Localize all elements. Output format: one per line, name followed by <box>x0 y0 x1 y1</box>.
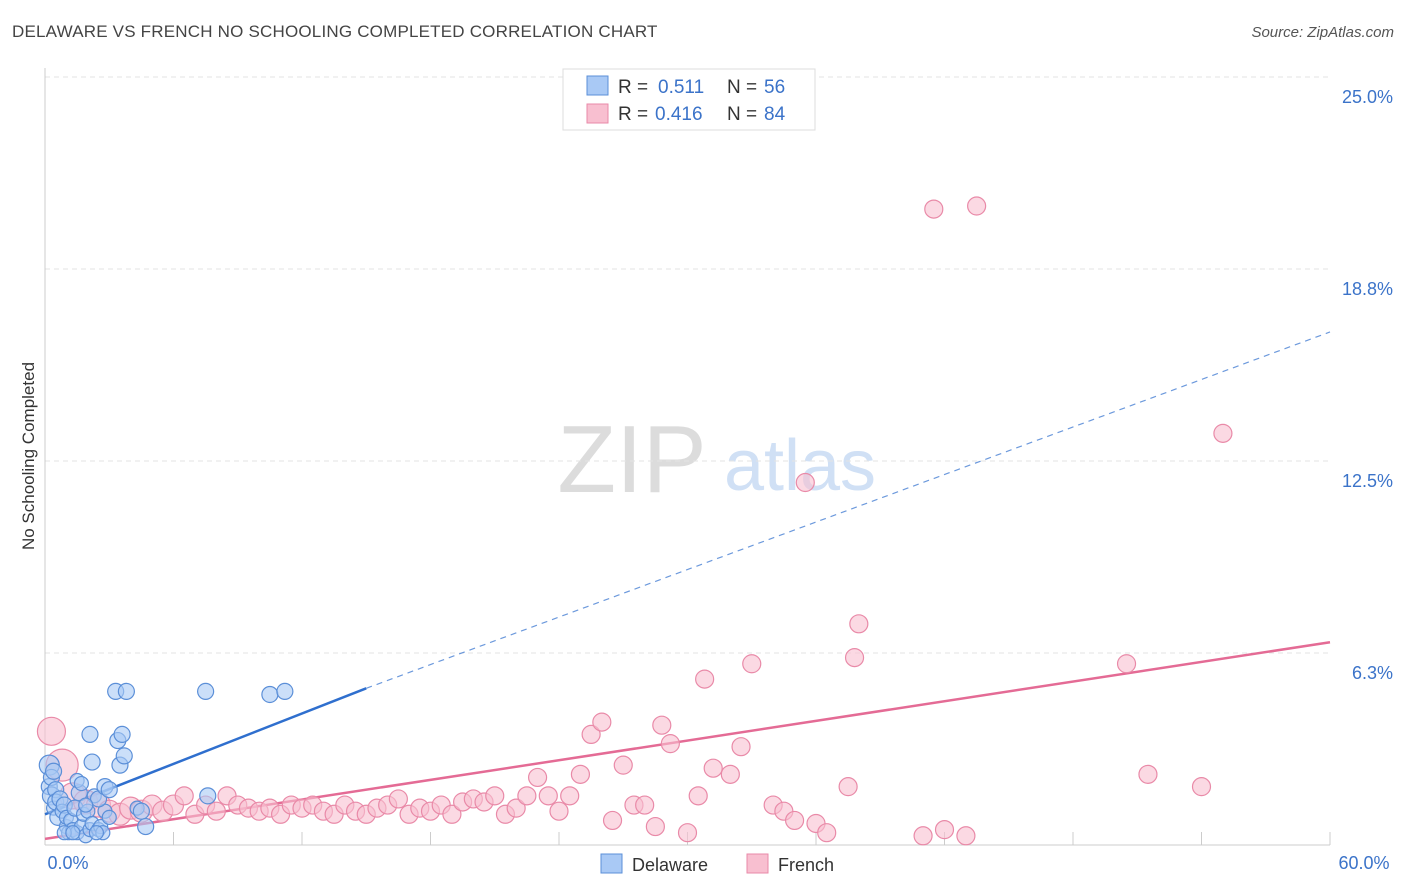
french-point <box>570 764 591 784</box>
french-point <box>645 816 665 837</box>
y-tick-label: 18.8% <box>1342 279 1393 299</box>
legend-swatch-french <box>586 103 609 124</box>
y-tick-labels: 6.3% 12.5% 18.8% 25.0% <box>1342 87 1393 683</box>
french-point <box>688 786 708 806</box>
french-point <box>967 196 987 216</box>
x-tick-label: 0.0% <box>47 853 88 873</box>
french-point <box>174 786 194 806</box>
delaware-point <box>100 781 118 799</box>
french-point <box>720 764 740 784</box>
legend-r-label-delaware: R = <box>618 77 648 98</box>
french-point <box>660 734 680 754</box>
french-point <box>442 804 462 824</box>
chart-title: DELAWARE VS FRENCH NO SCHOOLING COMPLETE… <box>12 22 658 41</box>
delaware-point <box>113 725 131 744</box>
legend-r-label-french: R = <box>618 104 648 125</box>
french-point <box>1191 777 1212 797</box>
delaware-point <box>261 685 279 704</box>
french-point <box>602 810 623 831</box>
french-point <box>517 786 537 806</box>
french-point <box>731 737 751 757</box>
watermark-zip: ZIP <box>557 406 706 513</box>
french-point <box>652 715 672 735</box>
bottom-legend-swatch-delaware <box>600 853 623 874</box>
delaware-point <box>88 825 105 841</box>
legend-n-value-delaware: 56 <box>764 77 785 98</box>
x-tick-label: 60.0% <box>1338 853 1389 873</box>
french-point <box>560 786 580 806</box>
french-point <box>36 716 67 746</box>
bottom-legend-label-french: French <box>778 855 834 875</box>
delaware-point <box>276 682 294 701</box>
french-point <box>1138 764 1158 784</box>
french-point <box>506 798 526 818</box>
french-point <box>795 472 815 493</box>
french-point <box>206 801 226 821</box>
y-axis-label: No Schooling Completed <box>19 362 38 550</box>
legend-r-value-delaware: 0.511 <box>658 77 704 98</box>
delaware-point <box>199 787 217 805</box>
bottom-legend: Delaware French <box>600 853 834 875</box>
y-tick-label: 12.5% <box>1342 471 1393 491</box>
delaware-point <box>65 825 81 841</box>
delaware-point <box>78 797 94 813</box>
french-point <box>844 648 865 668</box>
french-point <box>924 199 944 219</box>
legend-r-value-french: 0.416 <box>655 104 703 125</box>
french-point <box>695 669 715 689</box>
legend-n-value-french: 84 <box>764 104 786 125</box>
delaware-point <box>81 725 99 744</box>
legend-swatch-delaware <box>586 75 609 96</box>
grid-lines <box>45 76 1330 654</box>
french-point <box>742 654 762 674</box>
bottom-legend-label-delaware: Delaware <box>632 855 708 875</box>
french-point <box>677 823 698 843</box>
delaware-point <box>197 682 215 701</box>
data-points <box>36 196 1233 846</box>
top-legend: R = 0.511 N = 56 R = 0.416 N = 84 <box>562 68 816 131</box>
bottom-legend-swatch-french <box>746 853 769 874</box>
delaware-trend-dashed <box>366 331 1331 689</box>
watermark-atlas: atlas <box>724 426 876 506</box>
french-point <box>1116 654 1137 674</box>
french-point <box>527 767 548 788</box>
french-point <box>1213 423 1233 443</box>
french-point <box>581 724 601 745</box>
delaware-point <box>115 747 133 765</box>
french-point <box>549 801 569 821</box>
y-tick-label: 25.0% <box>1342 87 1393 107</box>
delaware-point <box>132 802 150 820</box>
delaware-point <box>73 775 90 792</box>
delaware-point <box>83 753 101 771</box>
french-point <box>635 795 655 815</box>
french-point <box>849 614 869 634</box>
y-tick-label: 6.3% <box>1352 663 1393 683</box>
french-point <box>934 820 955 840</box>
french-point <box>703 758 723 778</box>
delaware-point <box>101 809 117 825</box>
chart-source: Source: ZipAtlas.com <box>1251 24 1394 41</box>
legend-n-label-delaware: N = <box>727 77 757 98</box>
french-point <box>388 789 408 809</box>
legend-n-label-french: N = <box>727 104 757 125</box>
french-point <box>613 755 633 775</box>
french-point <box>538 786 558 806</box>
french-point <box>817 823 837 843</box>
french-point <box>592 712 612 732</box>
french-point <box>784 810 805 831</box>
french-point <box>913 826 933 846</box>
french-point <box>485 786 505 806</box>
delaware-point <box>117 682 135 701</box>
delaware-point <box>137 817 155 836</box>
delaware-point <box>44 762 63 780</box>
x-tick-labels: 0.0% 60.0% <box>47 853 1389 873</box>
french-point <box>956 826 976 846</box>
french-point <box>838 777 858 797</box>
